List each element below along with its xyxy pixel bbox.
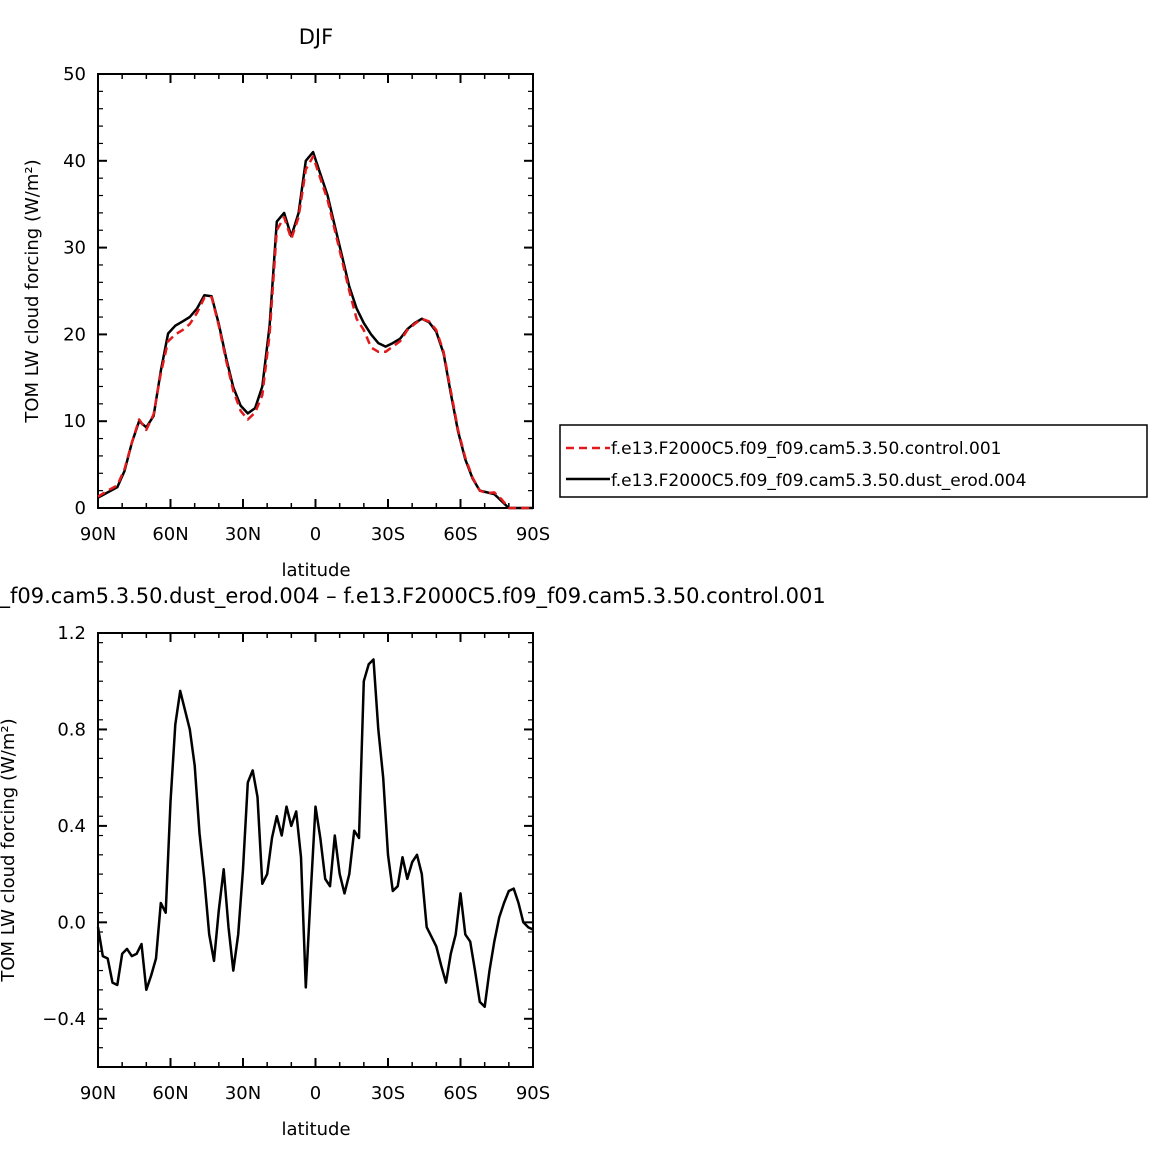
legend-label-control: f.e13.F2000C5.f09_f09.cam5.3.50.control.… <box>611 439 1002 459</box>
top-x-tick-label: 90S <box>516 524 550 545</box>
legend-label-dust-erod: f.e13.F2000C5.f09_f09.cam5.3.50.dust_ero… <box>611 471 1026 491</box>
bottom-x-tick-label: 90S <box>516 1083 550 1104</box>
top-series-group <box>97 150 533 510</box>
bottom-ticks: 90N 60N 30N 0 30S 60S 90S −0.4 0.0 0.4 0.8 1.2 <box>42 623 550 1104</box>
top-y-tick-label: 0 <box>75 498 86 519</box>
bottom-x-tick-label: 0 <box>310 1083 321 1104</box>
top-x-tick-label: 30N <box>225 524 261 545</box>
top-ticks: 90N 60N 30N 0 30S 60S 90S 0 10 20 30 40 50 <box>63 64 550 545</box>
top-x-tick-label: 0 <box>310 524 321 545</box>
bottom-y-tick-label: 0.4 <box>57 816 86 837</box>
bottom-y-axis-title: TOM LW cloud forcing (W/m²) <box>0 718 19 982</box>
bottom-x-tick-label: 60N <box>152 1083 188 1104</box>
top-y-tick-label: 30 <box>63 238 86 259</box>
bottom-panel: f.e13.F2000C5.f09_f09.cam5.3.50.dust_ero… <box>0 584 826 1140</box>
legend-box <box>559 424 1148 498</box>
top-y-axis-title: TOM LW cloud forcing (W/m²) <box>22 159 43 423</box>
bottom-y-tick-label: 0.0 <box>57 912 86 933</box>
top-x-tick-label: 90N <box>80 524 116 545</box>
top-panel: DJF 90N 60N 30N 0 30S 60S 90S 0 10 20 30 40 50 latit… <box>22 25 550 581</box>
top-x-tick-label: 30S <box>371 524 405 545</box>
top-chart-title: DJF <box>299 25 333 49</box>
bottom-y-tick-label: −0.4 <box>42 1009 86 1030</box>
bottom-x-tick-label: 90N <box>80 1083 116 1104</box>
top-y-tick-label: 50 <box>63 64 86 85</box>
top-series-line-1 <box>97 150 533 510</box>
top-x-tick-label: 60S <box>443 524 477 545</box>
legend: f.e13.F2000C5.f09_f09.cam5.3.50.control.… <box>559 424 1148 498</box>
top-y-tick-label: 10 <box>63 411 86 432</box>
bottom-y-tick-label: 1.2 <box>57 623 86 644</box>
bottom-x-tick-label: 60S <box>443 1083 477 1104</box>
bottom-y-tick-label: 0.8 <box>57 719 86 740</box>
bottom-series-group <box>96 658 534 1008</box>
top-plot-frame <box>97 73 534 509</box>
bottom-x-tick-label: 30S <box>371 1083 405 1104</box>
bottom-x-axis-title: latitude <box>281 1119 350 1140</box>
bottom-plot-frame <box>97 632 534 1068</box>
top-y-tick-label: 20 <box>63 324 86 345</box>
bottom-chart-title: f.e13.F2000C5.f09_f09.cam5.3.50.dust_ero… <box>0 584 826 609</box>
top-x-tick-label: 60N <box>152 524 188 545</box>
top-series-line-0 <box>97 155 533 510</box>
top-y-tick-label: 40 <box>63 151 86 172</box>
top-x-axis-title: latitude <box>281 560 350 581</box>
bottom-x-tick-label: 30N <box>225 1083 261 1104</box>
bottom-series-line-0 <box>96 658 534 1008</box>
